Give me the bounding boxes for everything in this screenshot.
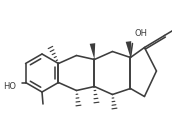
Polygon shape — [126, 42, 131, 58]
Text: OH: OH — [135, 29, 147, 38]
Polygon shape — [90, 44, 95, 60]
Text: HO: HO — [4, 81, 17, 90]
